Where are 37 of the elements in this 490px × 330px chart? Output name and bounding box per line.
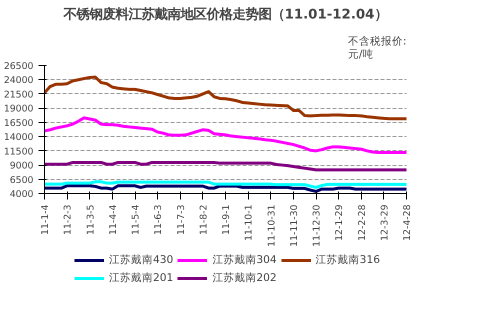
- x-tick-label: 11-2-3: [62, 204, 74, 235]
- y-tick-label: 24000: [4, 75, 34, 86]
- legend-label: 江苏戴南304: [212, 253, 277, 267]
- x-tick-label: 11-9-1: [221, 204, 232, 235]
- line-series: [44, 76, 406, 120]
- y-tick-label: 4000: [10, 189, 34, 200]
- legend-label: 江苏戴南202: [212, 271, 277, 285]
- y-tick-label: 16500: [4, 118, 34, 129]
- x-tick-label: 11-7-3: [176, 204, 187, 235]
- x-tick-label: 11-11-30: [288, 204, 300, 247]
- y-tick-label: 26500: [4, 61, 34, 72]
- x-tick-label: 11-5-4: [130, 204, 142, 235]
- x-tick-label: 12-2-28: [356, 204, 368, 241]
- legend-label: 江苏戴南430: [108, 253, 174, 267]
- x-tick-label: 11-6-3: [153, 204, 164, 235]
- x-tick-label: 11-10-1: [244, 204, 255, 241]
- x-tick-label: 12-1-29: [334, 204, 346, 241]
- x-tick-label: 12-4-28: [402, 204, 413, 241]
- line-series: [44, 160, 406, 172]
- x-tick-label: 11-10-31: [266, 204, 278, 247]
- x-tick-label: 11-8-2: [198, 204, 210, 235]
- chart-title: 不锈钢废料江苏戴南地区价格走势图（11.01-12.04）: [62, 6, 388, 22]
- legend-label: 江苏戴南316: [316, 253, 380, 267]
- y-tick-label: 21500: [4, 89, 34, 100]
- y-tick-label: 11500: [4, 146, 34, 158]
- y-tick-label: 6500: [10, 174, 34, 186]
- x-tick-label: 11-12-30: [312, 204, 322, 247]
- y-tick-label: 19000: [4, 104, 34, 115]
- x-tick-label: 11-4-4: [108, 204, 119, 235]
- x-tick-label: 11-3-5: [85, 204, 96, 235]
- line-series: [44, 116, 406, 154]
- x-tick-label: 11-1-4: [40, 204, 51, 235]
- y-tick-label: 9000: [10, 160, 34, 172]
- x-tick-label: 12-3-29: [379, 204, 390, 241]
- y-tick-label: 14000: [4, 132, 34, 144]
- legend-label: 江苏戴南201: [108, 271, 174, 285]
- y-axis-title: 不含税报价: 元/吨: [348, 34, 407, 60]
